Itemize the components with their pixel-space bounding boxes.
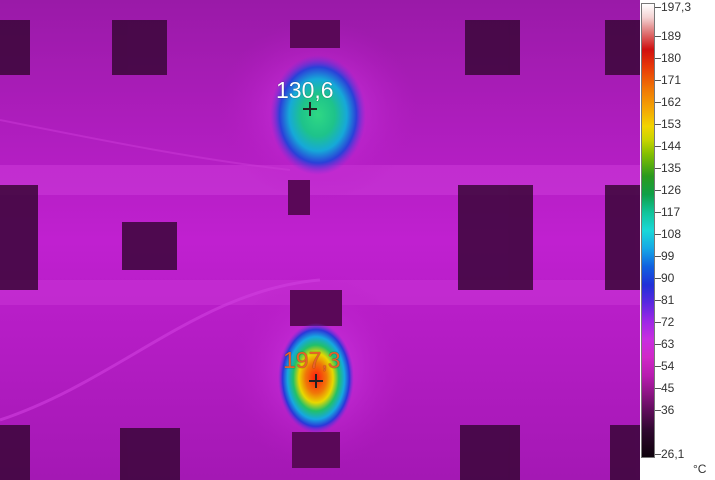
scale-tick-min xyxy=(655,454,661,455)
temperature-scale: 197,3 189 180 171 162 153 144 135 126 117 108 99 90… xyxy=(641,0,715,480)
scale-tick-label: 90 xyxy=(661,271,675,285)
dark-pads-left xyxy=(0,20,180,480)
center-pads xyxy=(288,20,342,468)
dark-pads-right xyxy=(458,20,640,480)
scale-tick xyxy=(655,168,661,169)
scale-tick xyxy=(655,234,661,235)
scale-tick xyxy=(655,256,661,257)
scale-tick xyxy=(655,300,661,301)
trace-upper xyxy=(0,119,291,171)
scale-tick xyxy=(655,102,661,103)
hotspot-upper xyxy=(270,55,366,175)
scale-tick xyxy=(655,146,661,147)
scale-tick xyxy=(655,36,661,37)
scale-tick-label: 117 xyxy=(661,205,681,219)
thermal-image: 130,6 197,3 xyxy=(0,0,640,480)
scale-tick-label: 99 xyxy=(661,249,675,263)
scale-max-label: 197,3 xyxy=(661,0,692,14)
scale-unit: °C xyxy=(693,462,707,476)
scale-tick xyxy=(655,366,661,367)
scale-tick-label: 162 xyxy=(661,95,682,109)
thermal-scene xyxy=(0,0,640,480)
scale-tick xyxy=(655,58,661,59)
scale-tick-label: 171 xyxy=(661,73,682,87)
spot-upper-label: 130,6 xyxy=(276,77,334,103)
scale-tick-label: 135 xyxy=(661,161,682,175)
scale-tick xyxy=(655,278,661,279)
scale-tick-label: 72 xyxy=(661,315,675,329)
scale-tick-label: 81 xyxy=(661,293,675,307)
scale-tick xyxy=(655,322,661,323)
scale-tick-label: 63 xyxy=(661,337,675,351)
scale-tick xyxy=(655,212,661,213)
scale-tick-label: 126 xyxy=(661,183,682,197)
scale-tick-label: 45 xyxy=(661,381,675,395)
scale-tick-label: 144 xyxy=(661,139,682,153)
scale-tick-max xyxy=(655,7,661,8)
scale-tick xyxy=(655,80,661,81)
trace-left xyxy=(0,278,321,422)
scale-tick-label: 153 xyxy=(661,117,682,131)
scale-tick-label: 36 xyxy=(661,403,675,417)
scale-min-label: 26,1 xyxy=(661,447,685,461)
color-scale-bar xyxy=(641,3,655,458)
scale-tick xyxy=(655,124,661,125)
scale-tick xyxy=(655,344,661,345)
scale-tick-label: 54 xyxy=(661,359,675,373)
spot-upper-crosshair xyxy=(303,102,317,116)
scale-tick-label: 180 xyxy=(661,51,682,65)
spot-lower-label: 197,3 xyxy=(283,347,341,373)
scale-tick xyxy=(655,190,661,191)
scale-tick xyxy=(655,388,661,389)
scale-tick-label: 189 xyxy=(661,29,682,43)
scale-tick xyxy=(655,410,661,411)
scale-tick-label: 108 xyxy=(661,227,682,241)
spot-lower-crosshair xyxy=(309,374,323,388)
